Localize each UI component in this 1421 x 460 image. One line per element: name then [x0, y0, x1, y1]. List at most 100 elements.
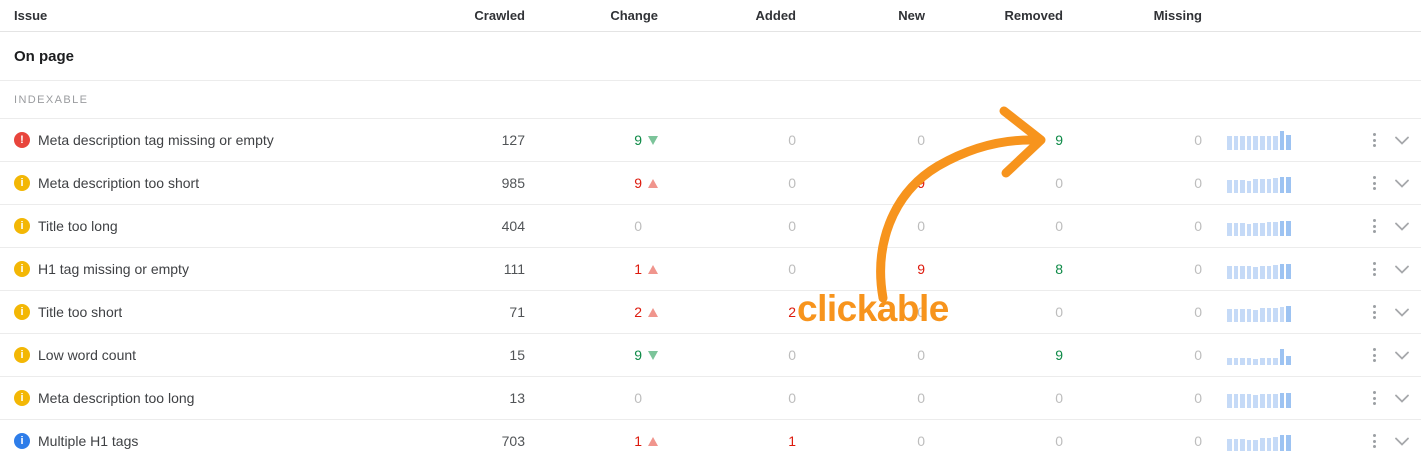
chevron-down-icon[interactable]	[1395, 179, 1409, 188]
issues-list: ! Meta description tag missing or empty …	[0, 119, 1421, 460]
missing-value: 0	[1194, 433, 1202, 449]
severity-icon: !	[14, 132, 30, 148]
change-value[interactable]: 9	[525, 175, 658, 191]
missing-value: 0	[1194, 261, 1202, 277]
missing-value: 0	[1194, 304, 1202, 320]
removed-value: 0	[1055, 433, 1063, 449]
chevron-down-icon[interactable]	[1395, 308, 1409, 317]
new-value: 0	[917, 304, 925, 320]
crawled-value[interactable]: 127	[501, 132, 525, 148]
column-header-new[interactable]: New	[898, 8, 925, 23]
change-value[interactable]: 0	[634, 218, 642, 234]
added-value[interactable]: 1	[788, 433, 796, 449]
severity-icon: i	[14, 390, 30, 406]
more-options-icon[interactable]	[1371, 346, 1378, 364]
chevron-down-icon[interactable]	[1395, 265, 1409, 274]
severity-icon: i	[14, 261, 30, 277]
more-options-icon[interactable]	[1371, 389, 1378, 407]
more-options-icon[interactable]	[1371, 174, 1378, 192]
removed-value[interactable]: 9	[1055, 132, 1063, 148]
column-header-change[interactable]: Change	[610, 8, 658, 23]
new-value: 0	[917, 132, 925, 148]
change-value[interactable]: 2	[525, 304, 658, 320]
severity-icon: i	[14, 347, 30, 363]
issue-row[interactable]: ! Meta description tag missing or empty …	[0, 119, 1421, 162]
removed-value[interactable]: 9	[1055, 347, 1063, 363]
issue-label[interactable]: Low word count	[38, 347, 137, 363]
issue-label[interactable]: Title too short	[38, 304, 123, 320]
chevron-down-icon[interactable]	[1395, 437, 1409, 446]
more-options-icon[interactable]	[1371, 217, 1378, 235]
crawled-value[interactable]: 111	[503, 261, 525, 277]
trend-triangle-icon	[648, 350, 658, 360]
section-title: On page	[14, 47, 75, 65]
chevron-down-icon[interactable]	[1395, 394, 1409, 403]
issue-label[interactable]: Meta description tag missing or empty	[38, 132, 274, 148]
severity-icon: i	[14, 175, 30, 191]
subsection-title: INDEXABLE	[14, 93, 89, 106]
chevron-down-icon[interactable]	[1395, 136, 1409, 145]
trend-triangle-icon	[648, 178, 658, 188]
change-value[interactable]: 9	[525, 132, 658, 148]
issue-row[interactable]: i Title too long 404 0 0 0 0 0	[0, 205, 1421, 248]
removed-value[interactable]: 8	[1055, 261, 1063, 277]
crawled-value[interactable]: 985	[501, 175, 525, 191]
issue-row[interactable]: i Title too short 71 2 2 0 0 0	[0, 291, 1421, 334]
added-value: 0	[788, 132, 796, 148]
issue-label[interactable]: Multiple H1 tags	[38, 433, 139, 449]
issue-row[interactable]: i H1 tag missing or empty 111 1 0 9 8 0	[0, 248, 1421, 291]
crawled-value[interactable]: 13	[509, 390, 525, 406]
chevron-down-icon[interactable]	[1395, 222, 1409, 231]
column-header-removed[interactable]: Removed	[1004, 8, 1063, 23]
issue-row[interactable]: i Meta description too long 13 0 0 0 0 0	[0, 377, 1421, 420]
trend-triangle-icon	[648, 307, 658, 317]
chevron-down-icon[interactable]	[1395, 351, 1409, 360]
added-value: 0	[788, 218, 796, 234]
crawled-value[interactable]: 404	[501, 218, 525, 234]
issue-label[interactable]: H1 tag missing or empty	[38, 261, 189, 277]
more-options-icon[interactable]	[1371, 303, 1378, 321]
more-options-icon[interactable]	[1371, 432, 1378, 450]
change-value[interactable]: 9	[525, 347, 658, 363]
removed-value: 0	[1055, 390, 1063, 406]
trend-triangle-icon	[648, 436, 658, 446]
more-options-icon[interactable]	[1371, 131, 1378, 149]
missing-value: 0	[1194, 218, 1202, 234]
column-header-issue[interactable]: Issue	[14, 8, 48, 23]
section-header-on-page: On page	[0, 32, 1421, 81]
removed-value: 0	[1055, 175, 1063, 191]
added-value[interactable]: 2	[788, 304, 796, 320]
new-value: 0	[917, 390, 925, 406]
change-value[interactable]: 1	[525, 261, 658, 277]
trend-triangle-icon	[648, 135, 658, 145]
change-value[interactable]: 1	[525, 433, 658, 449]
trend-sparkline	[1227, 130, 1293, 150]
more-options-icon[interactable]	[1371, 260, 1378, 278]
severity-icon: i	[14, 218, 30, 234]
new-value[interactable]: 9	[917, 261, 925, 277]
crawled-value[interactable]: 703	[501, 433, 525, 449]
trend-sparkline	[1227, 302, 1293, 322]
column-header-missing[interactable]: Missing	[1153, 8, 1202, 23]
change-value[interactable]: 0	[634, 390, 642, 406]
missing-value: 0	[1194, 175, 1202, 191]
crawled-value[interactable]: 15	[509, 347, 525, 363]
new-value: 0	[917, 433, 925, 449]
trend-sparkline	[1227, 431, 1293, 451]
crawled-value[interactable]: 71	[509, 304, 525, 320]
issue-row[interactable]: i Low word count 15 9 0 0 9 0	[0, 334, 1421, 377]
issue-label[interactable]: Meta description too long	[38, 390, 195, 406]
issue-row[interactable]: i Multiple H1 tags 703 1 1 0 0 0	[0, 420, 1421, 460]
missing-value: 0	[1194, 390, 1202, 406]
issue-label[interactable]: Meta description too short	[38, 175, 200, 191]
column-header-added[interactable]: Added	[755, 8, 796, 23]
column-header-crawled[interactable]: Crawled	[474, 8, 525, 23]
issue-row[interactable]: i Meta description too short 985 9 0 9 0…	[0, 162, 1421, 205]
missing-value: 0	[1194, 347, 1202, 363]
removed-value: 0	[1055, 304, 1063, 320]
issue-label[interactable]: Title too long	[38, 218, 118, 234]
new-value[interactable]: 9	[917, 175, 925, 191]
trend-sparkline	[1227, 259, 1293, 279]
severity-icon: i	[14, 433, 30, 449]
trend-sparkline	[1227, 388, 1293, 408]
